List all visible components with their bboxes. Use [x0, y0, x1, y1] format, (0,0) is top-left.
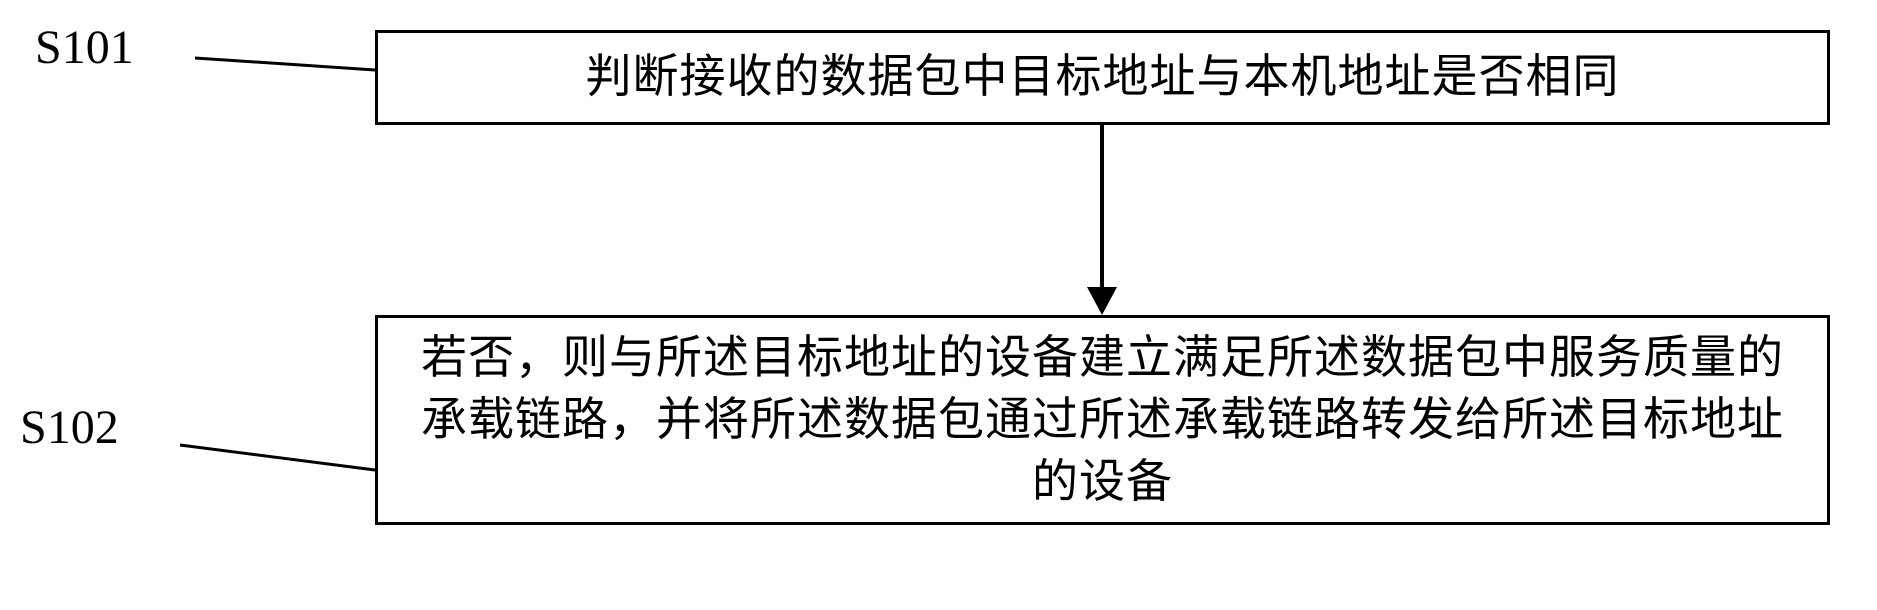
flowchart-canvas: S101 S102 判断接收的数据包中目标地址与本机地址是否相同 若否，则与所述…	[0, 0, 1877, 610]
step-box-s102-text: 若否，则与所述目标地址的设备建立满足所述数据包中服务质量的承载链路，并将所述数据…	[398, 327, 1807, 513]
step-label-s101: S101	[35, 20, 134, 75]
step-box-s101-text: 判断接收的数据包中目标地址与本机地址是否相同	[586, 46, 1620, 108]
arrow-shaft	[1100, 125, 1104, 287]
arrow-head-down-icon	[1087, 287, 1117, 315]
step-label-s102: S102	[20, 400, 119, 455]
step-box-s101: 判断接收的数据包中目标地址与本机地址是否相同	[375, 30, 1830, 125]
step-box-s102: 若否，则与所述目标地址的设备建立满足所述数据包中服务质量的承载链路，并将所述数据…	[375, 315, 1830, 525]
